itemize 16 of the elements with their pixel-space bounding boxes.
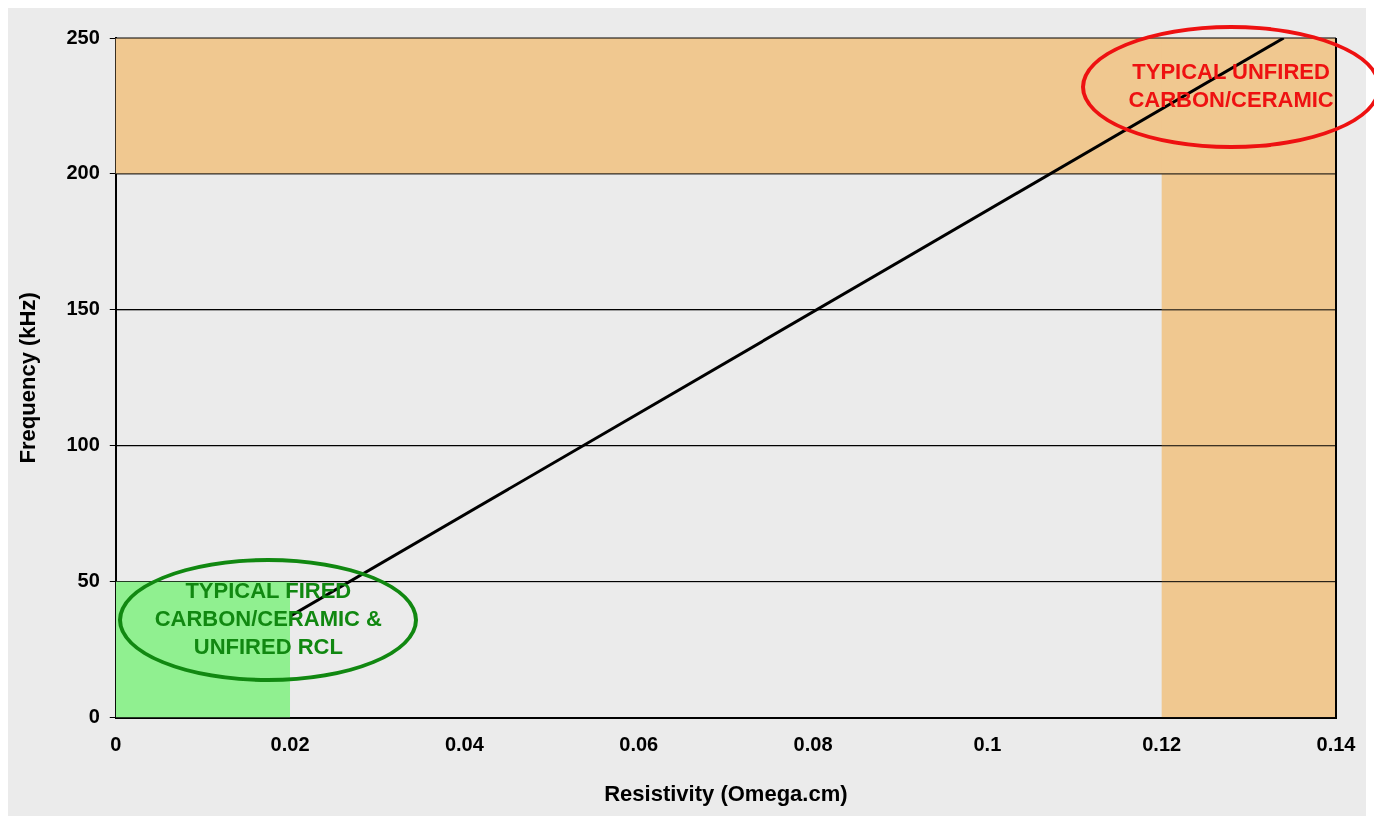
y-tick-label: 0 (88, 705, 100, 728)
x-tick-label: 0.14 (1316, 733, 1357, 756)
y-tick-label: 50 (77, 569, 100, 592)
x-tick-label: 0 (110, 733, 122, 756)
x-tick-label: 0.12 (1142, 733, 1182, 756)
x-axis-title: Resistivity (Omega.cm) (604, 780, 848, 806)
x-tick-label: 0.1 (973, 733, 1002, 756)
y-tick-label: 200 (66, 161, 100, 184)
x-tick-label: 0.04 (444, 733, 485, 756)
y-tick-label: 100 (66, 433, 100, 456)
x-tick-label: 0.08 (793, 733, 833, 756)
y-tick-label: 250 (66, 25, 100, 48)
x-tick-label: 0.06 (619, 733, 659, 756)
x-tick-label: 0.02 (270, 733, 310, 756)
y-axis-title: Frequency (kHz) (15, 292, 41, 464)
y-tick-label: 150 (66, 297, 100, 320)
